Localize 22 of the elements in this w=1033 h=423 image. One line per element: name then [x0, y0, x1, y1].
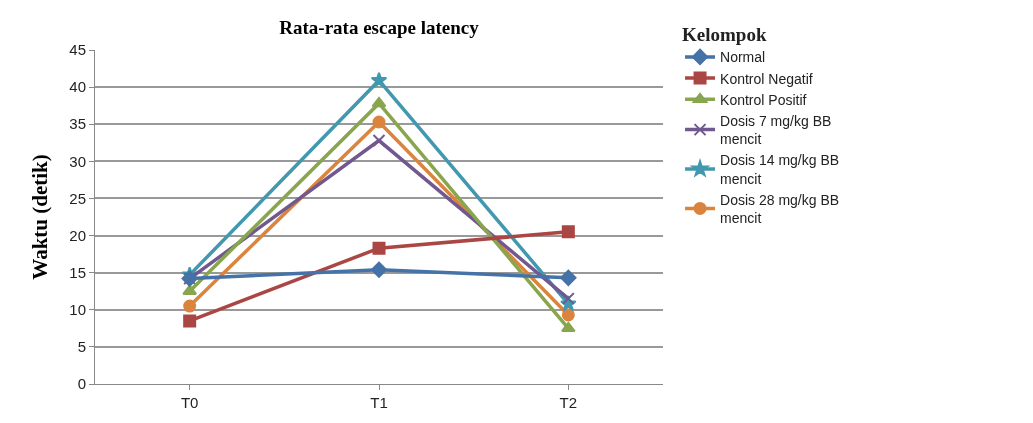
y-tick-label: 15	[69, 263, 86, 281]
y-tick-label: 5	[77, 338, 86, 356]
y-tick-label: 35	[69, 115, 86, 133]
legend-label: Kontrol Positif	[720, 91, 807, 108]
y-tick-label: 10	[69, 301, 86, 319]
y-tick-label: 40	[69, 78, 86, 96]
legend-label: Kontrol Negatif	[720, 70, 813, 87]
legend-label: Dosis 14 mg/kg BB mencit	[720, 152, 840, 187]
x-tick-label: T1	[370, 394, 388, 411]
legend-title: Kelompok	[682, 24, 767, 46]
y-tick-label: 30	[69, 152, 86, 170]
chart-title: Rata-rata escape latency	[279, 17, 480, 39]
y-axis-title: Waktu (detik)	[28, 154, 53, 280]
legend-label: Dosis 7 mg/kg BB mencit	[720, 112, 832, 148]
x-tick-label: T2	[559, 394, 578, 411]
y-tick-label: 0	[77, 375, 86, 393]
y-tick-label: 45	[69, 41, 86, 59]
y-tick-label: 25	[69, 189, 86, 207]
y-tick-label: 20	[69, 226, 86, 244]
legend-label: Normal	[720, 49, 766, 66]
legend-label: Dosis 28 mg/kg BB mencit	[720, 191, 840, 226]
x-tick-label: T0	[180, 394, 199, 411]
